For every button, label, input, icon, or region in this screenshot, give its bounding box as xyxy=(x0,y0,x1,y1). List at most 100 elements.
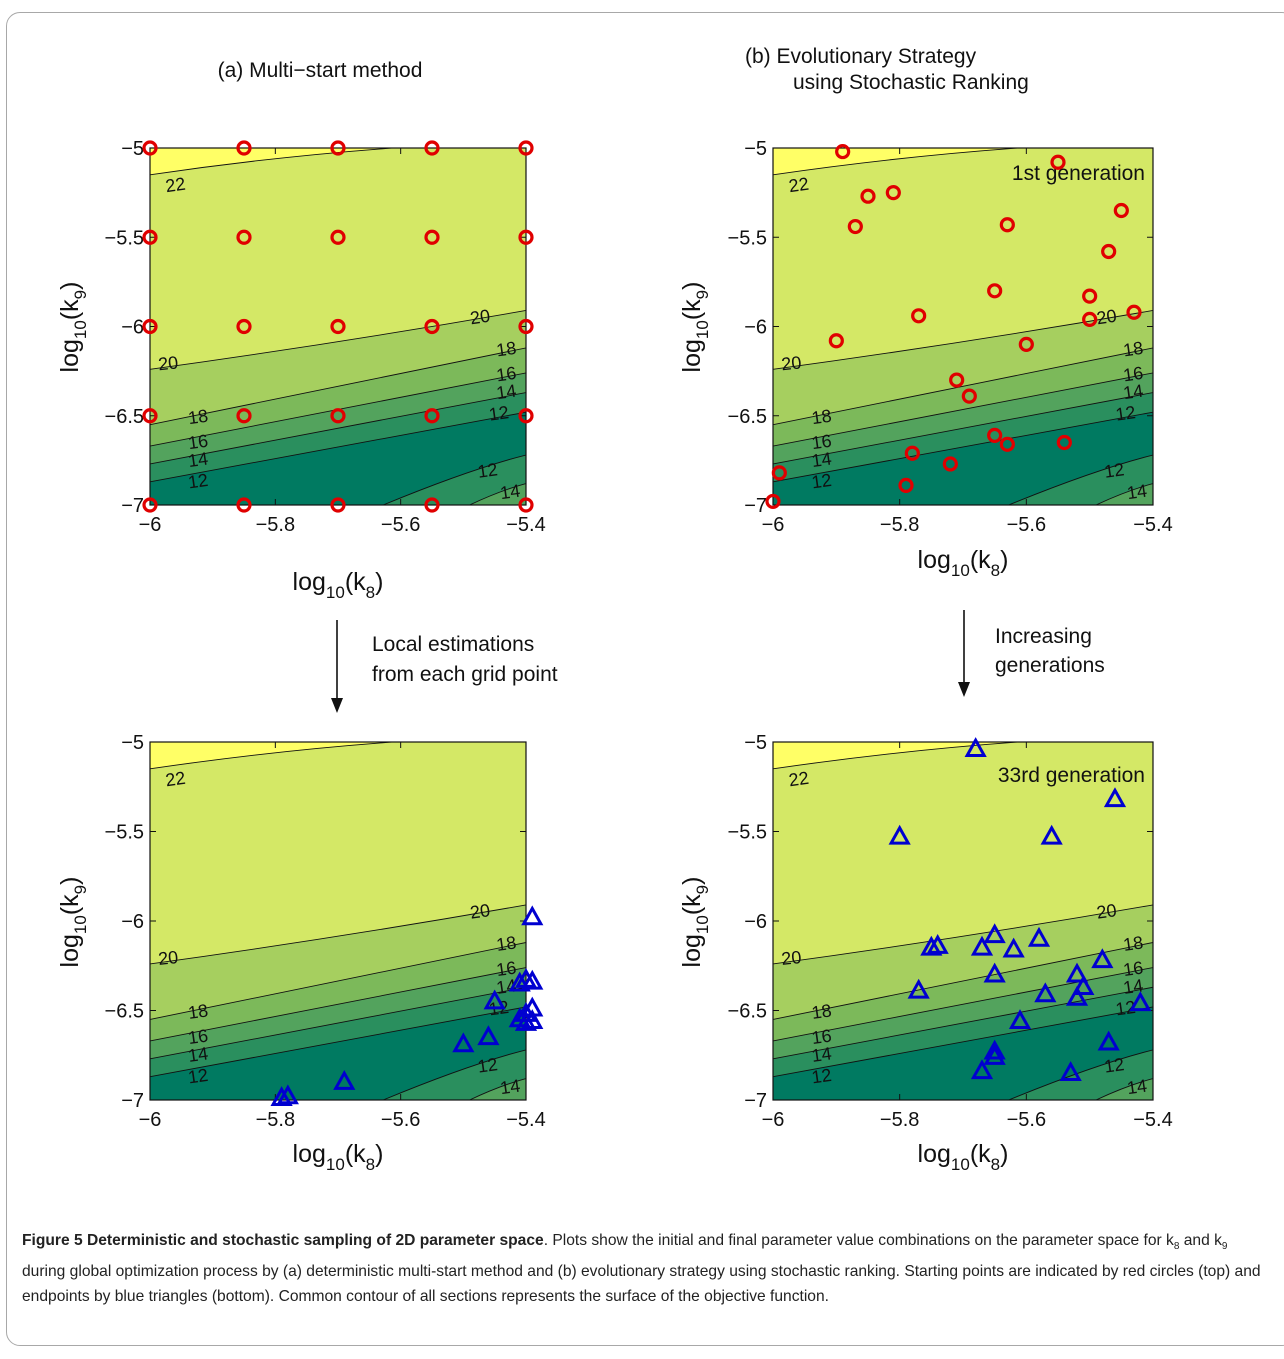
end-point-marker xyxy=(333,1070,356,1090)
end-point-marker xyxy=(907,978,930,999)
arrow-label-right-1: Increasing xyxy=(995,625,1092,648)
contour-label-14-left: 14 xyxy=(810,448,833,471)
contour-label-20-right: 20 xyxy=(1095,306,1118,329)
x-axis-label: log10(k8) xyxy=(293,568,384,602)
end-point-marker xyxy=(452,1032,475,1053)
contour-band-14-16-br xyxy=(469,1078,526,1100)
generation-annotation: 1st generation xyxy=(1012,162,1145,185)
xtick-label: −5.6 xyxy=(381,1109,420,1131)
xtick-label: −5.8 xyxy=(256,514,295,536)
xtick-label: −5.4 xyxy=(506,1109,545,1131)
x-axis-label: log10(k8) xyxy=(918,546,1009,580)
caption-title: Figure 5 Deterministic and stochastic sa… xyxy=(22,1232,544,1249)
ytick-label: −7 xyxy=(121,495,144,517)
arrow-down-left xyxy=(331,620,343,713)
start-point-marker xyxy=(330,229,346,245)
arrow-label-right-2: generations xyxy=(995,654,1105,677)
ytick-label: −5 xyxy=(121,732,144,754)
chart-panel-b_bottom: 22202018181616141412121214−5−5.5−6−6.5−7… xyxy=(678,732,1173,1174)
contour-label-12-br: 12 xyxy=(476,1054,499,1077)
contour-label-16-right: 16 xyxy=(1122,363,1145,386)
xtick-label: −5.8 xyxy=(880,514,919,536)
contour-label-20-right: 20 xyxy=(469,306,492,329)
ytick-label: −6 xyxy=(744,317,767,339)
xtick-label: −5.4 xyxy=(506,514,545,536)
contour-label-14-left: 14 xyxy=(810,1043,833,1066)
contour-label-12-right: 12 xyxy=(1114,997,1137,1020)
caption-body-2: and k xyxy=(1179,1232,1222,1249)
contour-label-20-right: 20 xyxy=(1095,900,1118,923)
heading-multistart: (a) Multi−start method xyxy=(217,59,423,82)
start-point-marker xyxy=(987,427,1003,443)
contour-band-lt12 xyxy=(150,1006,526,1100)
y-axis-label: log10(k9) xyxy=(56,877,90,968)
start-point-marker xyxy=(142,318,158,335)
ytick-label: −5.5 xyxy=(105,822,144,844)
contour-label-18-left: 18 xyxy=(187,406,210,429)
start-point-marker xyxy=(236,497,252,513)
data-points xyxy=(270,905,544,1107)
contour-label-14-right: 14 xyxy=(495,381,518,404)
end-point-marker xyxy=(1129,991,1152,1012)
contour-label-12-right: 12 xyxy=(488,402,511,425)
chart-panel-a_bottom: 22202018181616141412121214−5−5.5−6−6.5−7… xyxy=(56,732,546,1174)
contour-label-14-br: 14 xyxy=(499,1076,522,1099)
contour-label-18-right: 18 xyxy=(495,338,518,361)
end-point-marker xyxy=(477,1025,500,1046)
contour-label-14-br: 14 xyxy=(499,481,522,504)
contour-label-22: 22 xyxy=(164,174,187,197)
contour-label-12-br: 12 xyxy=(1103,1054,1126,1077)
contour-label-16-left: 16 xyxy=(187,1025,210,1048)
start-point-marker xyxy=(424,229,440,245)
contour-label-20-left: 20 xyxy=(780,352,802,374)
contour-band-14-16-br xyxy=(1095,483,1153,505)
contour-label-18-left: 18 xyxy=(810,406,833,429)
caption-body-1: . Plots show the initial and final param… xyxy=(543,1232,1174,1249)
contour-label-12-left: 12 xyxy=(810,470,833,493)
end-point-marker xyxy=(521,969,544,990)
start-point-marker xyxy=(236,318,252,335)
start-point-marker xyxy=(518,497,534,513)
end-point-marker xyxy=(521,905,544,926)
contour-label-22: 22 xyxy=(164,768,187,791)
contour-label-12-left: 12 xyxy=(810,1065,833,1088)
ytick-label: −5 xyxy=(744,732,767,754)
contour-band-lt12 xyxy=(773,1006,1153,1100)
start-point-marker xyxy=(898,477,914,493)
end-point-marker xyxy=(1072,975,1095,996)
start-point-marker xyxy=(424,140,440,156)
data-points xyxy=(888,737,1152,1081)
start-point-marker xyxy=(142,140,158,156)
contour-label-12-br: 12 xyxy=(1103,459,1126,482)
end-point-marker xyxy=(1040,824,1063,845)
end-point-marker xyxy=(1034,982,1057,1003)
y-axis-label: log10(k9) xyxy=(678,877,712,968)
contour-label-20-left: 20 xyxy=(780,947,802,969)
contour-label-22: 22 xyxy=(787,174,810,197)
contour-label-16-right: 16 xyxy=(1122,957,1145,980)
end-point-marker xyxy=(1059,1061,1082,1081)
ytick-label: −7 xyxy=(744,495,767,517)
end-point-marker xyxy=(983,962,1006,983)
start-point-marker xyxy=(518,318,534,335)
start-point-marker xyxy=(1050,154,1066,170)
end-point-marker xyxy=(1091,948,1114,969)
arrow-label-left-1: Local estimations xyxy=(372,633,535,656)
end-point-marker xyxy=(508,971,531,992)
ytick-label: −6.5 xyxy=(105,406,144,428)
ytick-label: −6 xyxy=(744,911,767,933)
caption-k9-sub: 9 xyxy=(1221,1241,1228,1253)
ytick-label: −6 xyxy=(121,911,144,933)
start-point-marker xyxy=(949,372,965,388)
end-point-marker xyxy=(964,737,987,757)
ytick-label: −6 xyxy=(121,317,144,339)
contour-label-20-right: 20 xyxy=(469,900,492,923)
xtick-label: −5.6 xyxy=(1007,1109,1046,1131)
ytick-label: −5 xyxy=(121,138,144,160)
contour-label-16-left: 16 xyxy=(810,431,833,454)
start-point-marker xyxy=(142,229,158,245)
caption-body-3: during global optimization process by (a… xyxy=(22,1263,1261,1306)
start-point-marker xyxy=(828,333,844,349)
